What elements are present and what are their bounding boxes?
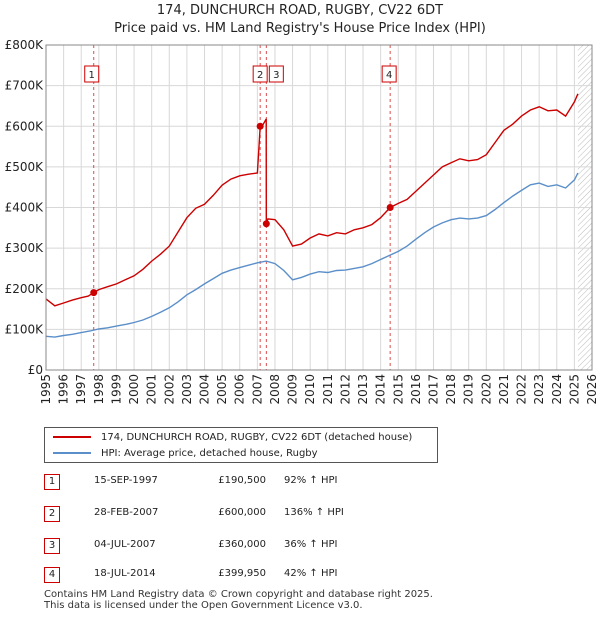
y-tick-label: £0 <box>28 363 43 377</box>
transaction-number: 4 <box>44 567 60 583</box>
transaction-date: 28-FEB-2007 <box>94 507 159 518</box>
transaction-hpi: 136% ↑ HPI <box>284 507 344 518</box>
transaction-point <box>262 220 270 228</box>
y-tick-label: £400K <box>5 201 45 215</box>
x-tick-label: 2012 <box>338 374 352 405</box>
x-tick-label: 2016 <box>409 374 423 405</box>
x-tick-label: 2003 <box>180 374 194 405</box>
x-tick-label: 2010 <box>303 374 317 405</box>
y-tick-label: £800K <box>5 38 45 52</box>
x-tick-label: 2022 <box>515 374 529 405</box>
x-tick-label: 2001 <box>145 374 159 405</box>
x-tick-label: 2014 <box>374 374 388 405</box>
price-chart: £0 £100K £200K £300K £400K £500K £600K £700K £80… <box>5 38 599 405</box>
transaction-hpi: 36% ↑ HPI <box>284 539 338 550</box>
transaction-price: £399,950 <box>218 568 266 579</box>
transaction-date: 18-JUL-2014 <box>94 568 156 579</box>
legend-item-property: 174, DUNCHURCH ROAD, RUGBY, CV22 6DT (de… <box>53 430 412 444</box>
legend-swatch-property <box>53 436 91 438</box>
transaction-label-box <box>84 65 100 83</box>
x-tick-label: 2015 <box>391 374 405 405</box>
x-tick-label: 1999 <box>109 374 123 405</box>
x-tick-label: 1996 <box>57 374 71 405</box>
x-tick-label: 2009 <box>286 374 300 405</box>
y-tick-label: £300K <box>5 241 45 255</box>
y-tick-label: £500K <box>5 160 45 174</box>
x-tick-label: 2013 <box>356 374 370 405</box>
plot-border <box>45 44 593 371</box>
x-tick-label: 2004 <box>198 374 212 405</box>
legend-label-property: 174, DUNCHURCH ROAD, RUGBY, CV22 6DT (de… <box>101 431 413 443</box>
hpi-line <box>45 172 579 338</box>
x-tick-label: 2018 <box>444 374 458 405</box>
footer-copyright: Contains HM Land Registry data © Crown c… <box>44 589 433 600</box>
chart-title: 174, DUNCHURCH ROAD, RUGBY, CV22 6DT <box>156 3 444 18</box>
transaction-number: 3 <box>44 538 60 554</box>
legend-item-hpi: HPI: Average price, detached house, Rugb… <box>53 446 318 460</box>
transaction-label: 3 <box>273 70 279 81</box>
x-tick-label: 2002 <box>162 374 176 405</box>
transaction-hpi: 92% ↑ HPI <box>284 475 338 486</box>
y-tick-label: £600K <box>5 119 45 133</box>
x-tick-label: 1998 <box>92 374 106 405</box>
chart-subtitle: Price paid vs. HM Land Registry's House … <box>114 21 486 36</box>
transaction-label-box <box>268 65 284 83</box>
property-price-line <box>45 93 579 307</box>
y-tick-label: £700K <box>5 79 45 93</box>
footer: Contains HM Land Registry data © Crown c… <box>44 589 433 611</box>
x-tick-label: 2005 <box>215 374 229 405</box>
transaction-price: £360,000 <box>218 539 266 550</box>
transaction-number: 1 <box>44 474 60 490</box>
transaction-point <box>386 204 394 212</box>
transaction-point <box>256 122 264 130</box>
x-tick-label: 2020 <box>479 374 493 405</box>
transaction-date: 15-SEP-1997 <box>94 475 158 486</box>
x-tick-label: 1997 <box>74 374 88 405</box>
x-tick-label: 2025 <box>567 374 581 405</box>
table-row: 4 18-JUL-2014 £399,950 42% ↑ HPI <box>44 567 424 583</box>
x-tick-label: 2011 <box>321 374 335 405</box>
legend: 174, DUNCHURCH ROAD, RUGBY, CV22 6DT (de… <box>44 427 438 463</box>
y-tick-label: £100K <box>5 322 45 336</box>
x-tick-label: 2019 <box>462 374 476 405</box>
transaction-hpi: 42% ↑ HPI <box>284 568 338 579</box>
x-tick-label: 2000 <box>127 374 141 405</box>
x-tick-label: 2017 <box>426 374 440 405</box>
legend-swatch-hpi <box>53 452 91 454</box>
transaction-label-box <box>381 65 397 83</box>
x-tick-label: 2026 <box>585 374 599 405</box>
legend-label-hpi: HPI: Average price, detached house, Rugb… <box>101 447 318 459</box>
transaction-label: 1 <box>89 70 95 81</box>
x-tick-label: 2007 <box>250 374 264 405</box>
footer-licence: This data is licensed under the Open Gov… <box>44 600 363 611</box>
table-row: 1 15-SEP-1997 £190,500 92% ↑ HPI <box>44 474 424 490</box>
transaction-label: 4 <box>386 70 392 81</box>
transaction-price: £190,500 <box>218 475 266 486</box>
x-tick-label: 2008 <box>268 374 282 405</box>
x-tick-label: 2023 <box>532 374 546 405</box>
x-tick-label: 2006 <box>233 374 247 405</box>
table-row: 3 04-JUL-2007 £360,000 36% ↑ HPI <box>44 538 424 554</box>
transaction-date: 04-JUL-2007 <box>94 539 156 550</box>
x-tick-label: 2021 <box>497 374 511 405</box>
transaction-number: 2 <box>44 506 60 522</box>
y-tick-label: £200K <box>5 282 45 296</box>
transaction-point <box>90 289 98 297</box>
transaction-label: 2 <box>257 70 263 81</box>
x-tick-label: 1995 <box>39 374 53 405</box>
transaction-label-box <box>252 65 268 83</box>
x-tick-label: 2024 <box>550 374 564 405</box>
table-row: 2 28-FEB-2007 £600,000 136% ↑ HPI <box>44 506 424 522</box>
transaction-price: £600,000 <box>218 507 266 518</box>
